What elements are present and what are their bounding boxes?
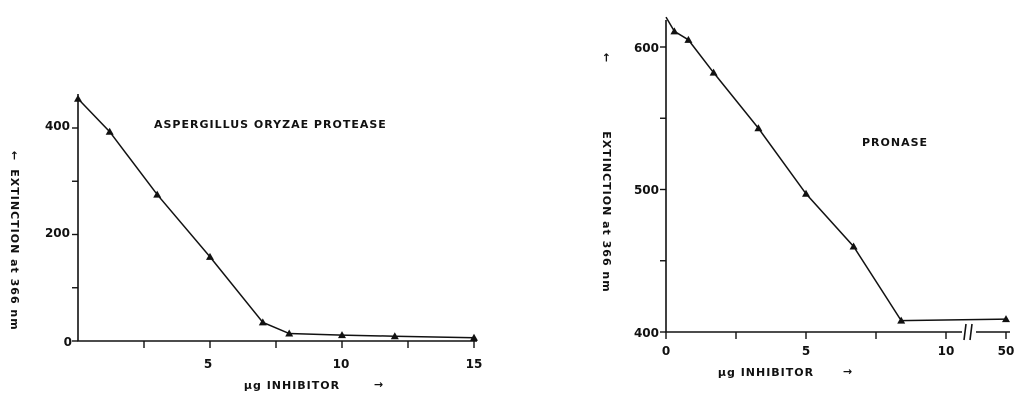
series-line-right (665, 16, 1007, 322)
data-point-right (670, 27, 679, 35)
x-arrow-right: → (843, 365, 853, 378)
tick-labels-left: 5 10 15 0 200 400 (45, 119, 482, 371)
data-point-left (338, 331, 346, 339)
points-right (670, 27, 1010, 324)
ticks-right (660, 46, 1007, 339)
y-tick-label-left-200: 200 (45, 226, 70, 240)
data-point-right (849, 242, 858, 250)
y-arrow-left: ← (8, 151, 21, 161)
y-arrow-right: ← (600, 53, 613, 63)
x-tick-label-right-10: 10 (938, 344, 955, 358)
points-left (74, 94, 478, 341)
y-tick-label-right-500: 500 (634, 183, 659, 197)
data-point-left (390, 332, 399, 340)
axes-left (77, 94, 477, 342)
x-arrow-left: → (374, 378, 384, 391)
y-tick-label-left-400: 400 (45, 119, 70, 133)
x-tick-label-left-5: 5 (204, 357, 212, 371)
series-line-left (77, 98, 475, 339)
data-point-left (470, 333, 478, 341)
x-tick-label-right-5: 5 (802, 344, 810, 358)
x-tick-label-right-0: 0 (662, 344, 670, 358)
y-axis-label-right: EXTINCTION at 366 nm (600, 131, 613, 292)
tick-labels-right: 0 5 10 50 400 500 600 (634, 41, 1014, 358)
x-tick-label-left-10: 10 (333, 357, 350, 371)
data-point-left (105, 127, 114, 135)
x-tick-label-right-50: 50 (998, 344, 1015, 358)
data-point-right (709, 68, 718, 76)
chart-aspergillus: 5 10 15 0 200 400 ASPERGILLUS ORYZAE PRO… (8, 94, 482, 392)
data-point-right (1002, 315, 1010, 323)
data-point-left (153, 190, 162, 198)
chart-pronase: 0 5 10 50 400 500 600 PRONASE µg INHIBIT… (600, 16, 1014, 379)
y-tick-label-left-0: 0 (64, 335, 72, 349)
x-axis-label-right: µg INHIBITOR (718, 366, 814, 379)
x-tick-label-left-15: 15 (466, 357, 483, 371)
data-point-right (754, 124, 763, 132)
data-point-left (206, 252, 214, 260)
x-axis-label-left: µg INHIBITOR (244, 379, 340, 392)
y-tick-label-right-400: 400 (634, 326, 659, 340)
data-point-left (74, 94, 82, 102)
axis-break (963, 323, 973, 341)
title-right: PRONASE (862, 136, 928, 149)
data-point-left (285, 329, 294, 337)
data-point-right (684, 35, 693, 43)
ticks-left (72, 127, 475, 348)
axes-right (665, 20, 962, 333)
y-axis-label-left: EXTINCTION at 366 nm (8, 169, 21, 330)
title-left: ASPERGILLUS ORYZAE PROTEASE (154, 118, 387, 131)
data-point-left (258, 318, 267, 326)
data-point-right (802, 189, 810, 197)
data-point-right (897, 316, 906, 324)
y-tick-label-right-600: 600 (634, 41, 659, 55)
